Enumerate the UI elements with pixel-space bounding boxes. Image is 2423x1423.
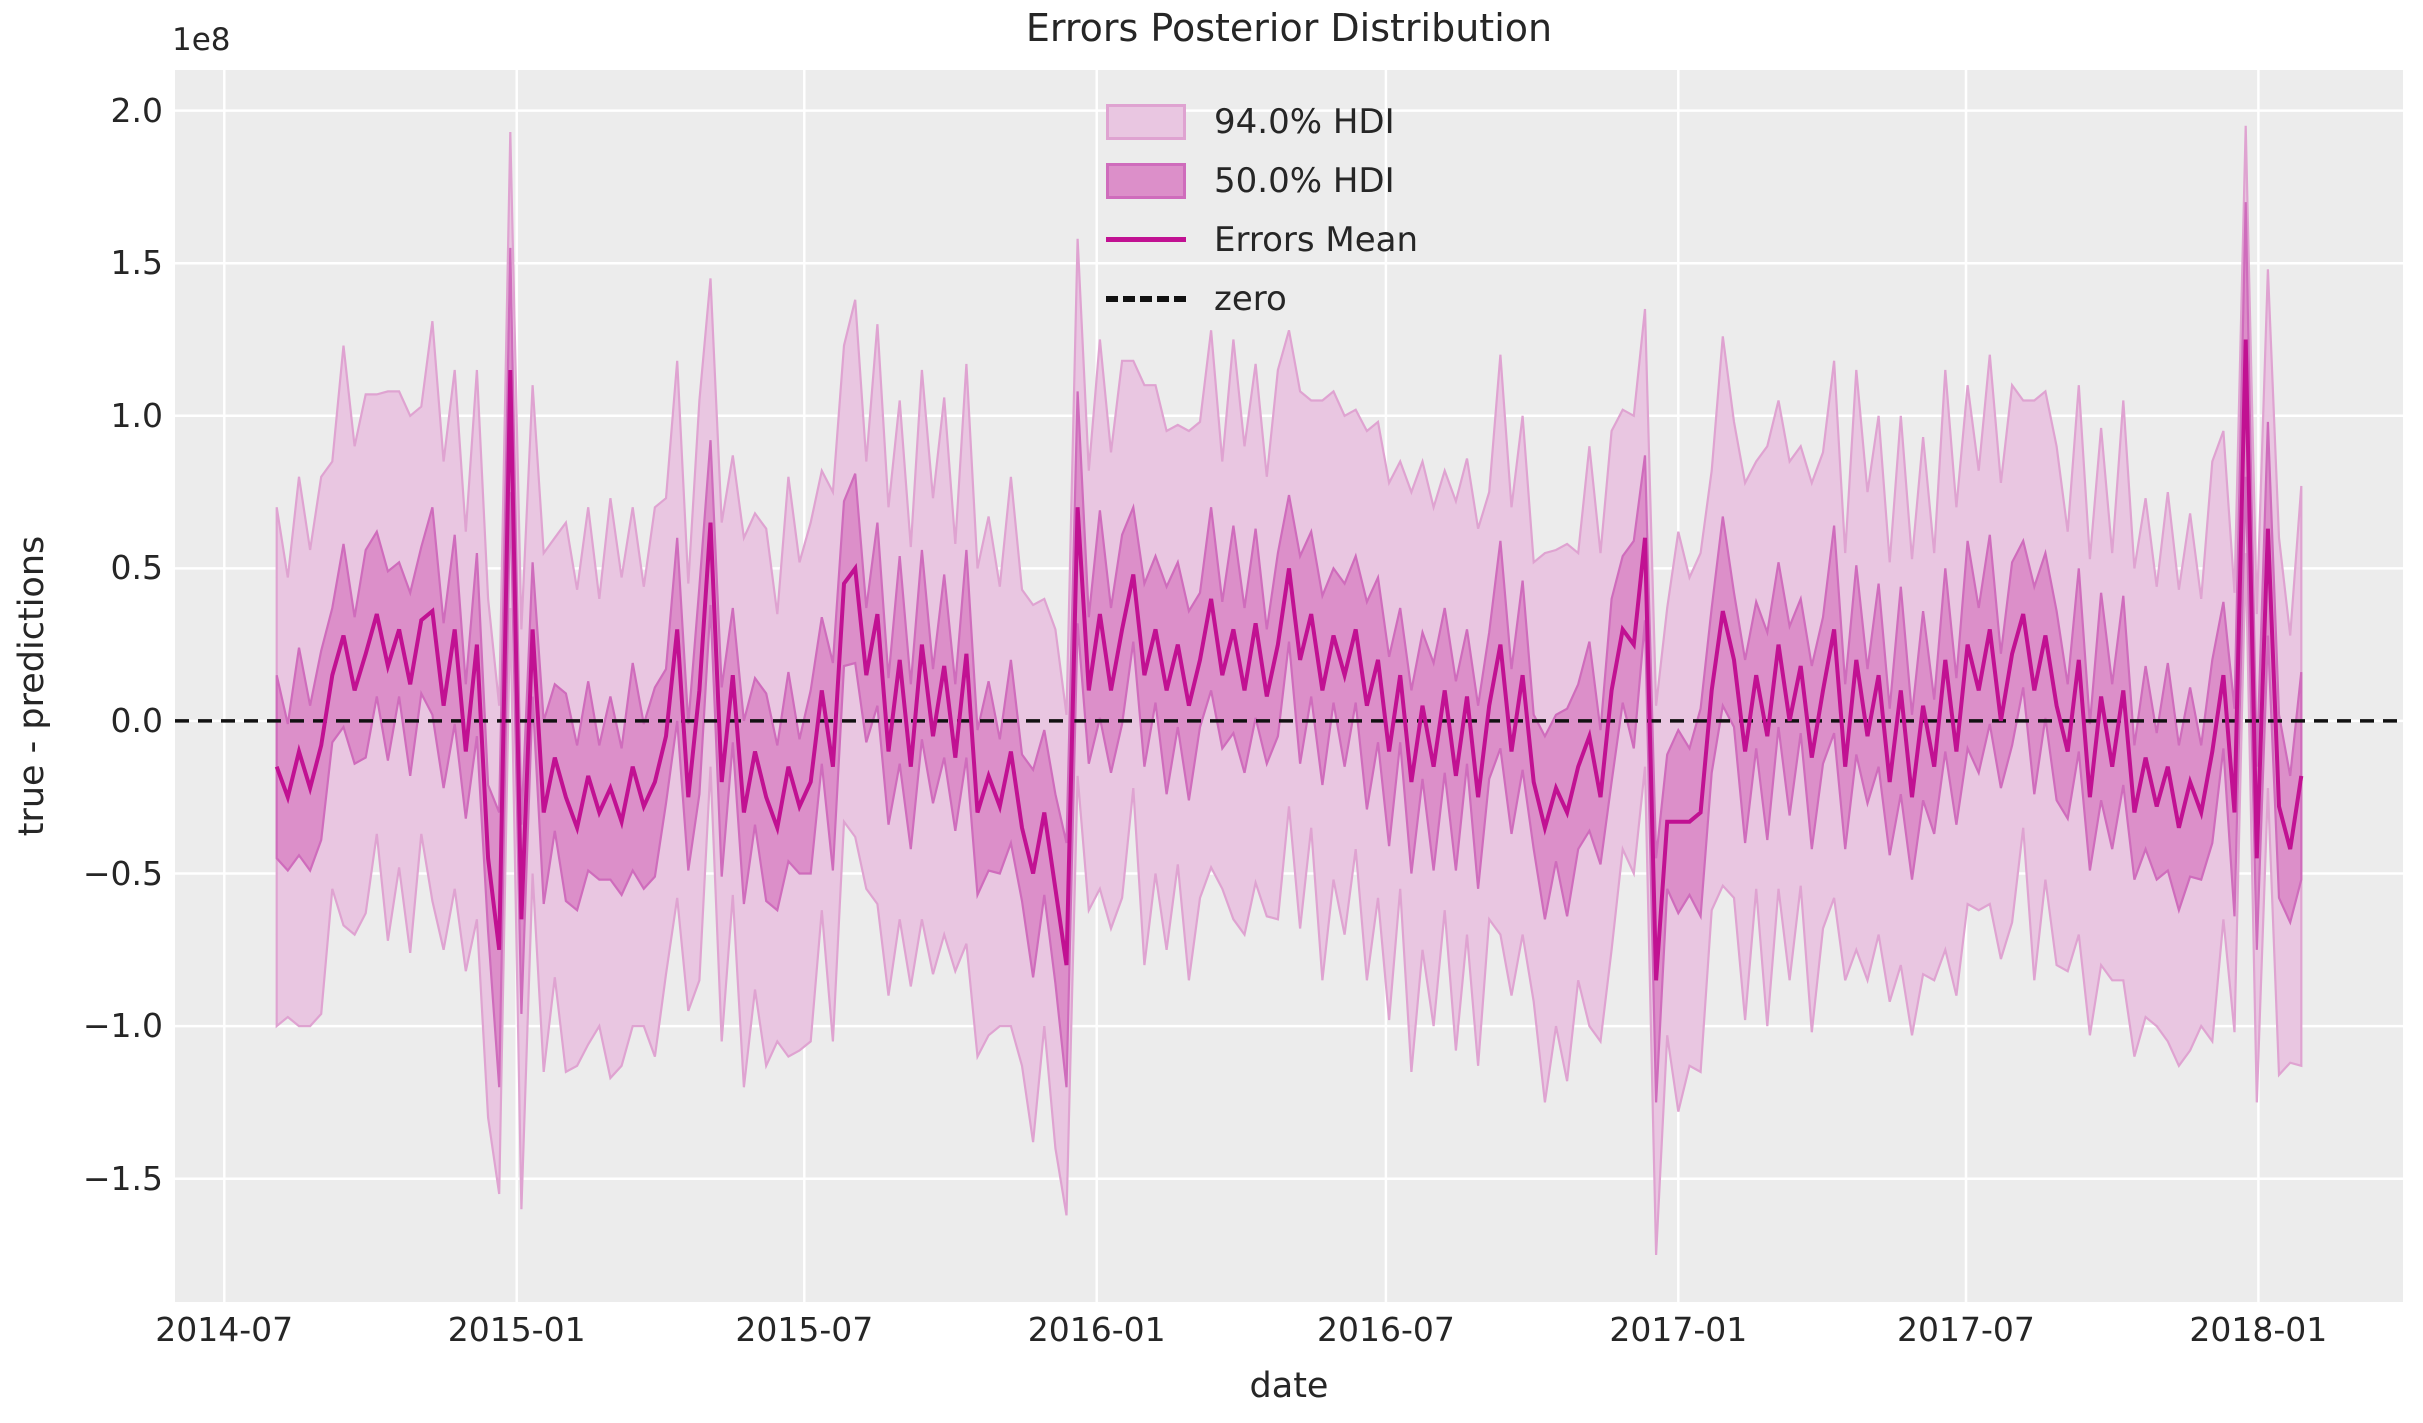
- legend-item-94-hdi: 94.0% HDI: [1106, 92, 1418, 151]
- legend-swatch-94-hdi: [1106, 103, 1186, 140]
- hdi-50-band: [275, 202, 2303, 1103]
- y-tick-label: 1.0: [110, 395, 163, 435]
- y-tick-label: 0.0: [110, 700, 163, 740]
- legend-swatch-50-hdi: [1106, 162, 1186, 199]
- x-tick-label: 2014-07: [155, 1310, 294, 1349]
- y-tick-label: 1.5: [110, 243, 163, 283]
- legend-swatch-zero-line: [1106, 295, 1186, 302]
- y-tick-label: −1.5: [82, 1158, 163, 1198]
- x-tick-label: 2017-01: [1609, 1310, 1748, 1349]
- x-tick-label: 2015-01: [447, 1310, 586, 1349]
- chart-title: Errors Posterior Distribution: [1025, 6, 1553, 50]
- y-axis-label: true - predictions: [12, 535, 52, 837]
- x-tick-label: 2017-07: [1897, 1310, 2035, 1349]
- x-tick-label: 2018-01: [2189, 1310, 2328, 1349]
- legend-label: 50.0% HDI: [1214, 160, 1395, 201]
- legend: 94.0% HDI 50.0% HDI Errors Mean zero: [1106, 92, 1418, 328]
- x-tick-label: 2016-07: [1316, 1310, 1455, 1349]
- legend-label: zero: [1214, 278, 1287, 319]
- x-tick-label: 2016-01: [1027, 1310, 1166, 1349]
- legend-item-errors-mean: Errors Mean: [1106, 210, 1418, 269]
- y-axis-offset-text: 1e8: [172, 22, 231, 58]
- y-tick-label: 0.5: [110, 548, 163, 588]
- legend-item-zero: zero: [1106, 269, 1418, 328]
- x-tick-label: 2015-07: [735, 1310, 874, 1349]
- legend-label: 94.0% HDI: [1214, 101, 1395, 142]
- errors-mean-line: [274, 339, 2304, 981]
- x-axis-label: date: [1249, 1366, 1329, 1406]
- y-tick-label: 2.0: [110, 90, 163, 130]
- legend-label: Errors Mean: [1214, 219, 1419, 260]
- y-tick-label: −0.5: [82, 853, 163, 893]
- legend-swatch-mean-line: [1106, 237, 1186, 242]
- y-tick-label: −1.0: [82, 1006, 163, 1046]
- legend-item-50-hdi: 50.0% HDI: [1106, 151, 1418, 210]
- hdi-94-band: [275, 125, 2303, 1256]
